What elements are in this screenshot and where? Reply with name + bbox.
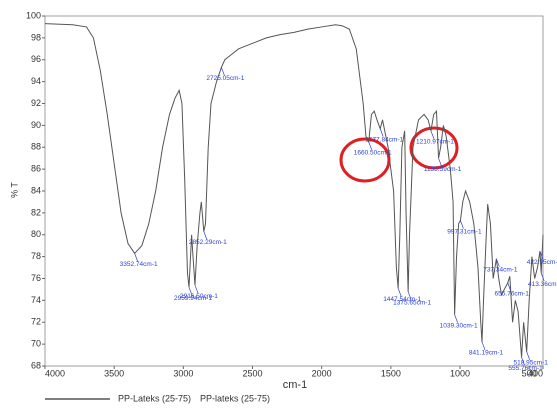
annotation: 3352.74cm-1	[120, 261, 158, 268]
annotation-pointer	[221, 67, 225, 76]
y-tick-label: 84	[31, 185, 41, 195]
annotation-pointer	[496, 258, 500, 267]
annotation: 2916.50cm-1	[180, 293, 218, 300]
y-tick-label: 82	[31, 207, 41, 217]
y-tick-label: 68	[31, 360, 41, 370]
annotation-pointer	[194, 284, 199, 294]
annotation: 1447.54cm-1	[383, 296, 421, 303]
annotation-pointer	[368, 141, 373, 150]
x-tick-label: 2500	[242, 368, 262, 378]
annotation: 1660.50cm-1	[354, 150, 392, 157]
annotation-pointer	[507, 282, 512, 291]
annotation-pointer	[526, 351, 531, 360]
annotation: 841.19cm-1	[469, 350, 504, 357]
annotation-pointer	[203, 231, 208, 240]
annotation-pointer	[521, 357, 525, 366]
x-tick-label: 4000	[45, 368, 65, 378]
y-tick-label: 80	[31, 229, 41, 239]
annotation: 1210.97cm-1	[416, 139, 454, 146]
x-tick-label: 1500	[381, 368, 401, 378]
annotation: 2959.94cm-1	[174, 295, 212, 302]
x-tick-label: 500	[522, 368, 537, 378]
x-axis-label: cm-1	[283, 379, 307, 391]
highlight-circle	[409, 126, 459, 170]
annotation-pointer	[540, 272, 545, 282]
y-tick-label: 98	[31, 32, 41, 42]
y-tick-label: 76	[31, 273, 41, 283]
annotation-pointer	[407, 291, 412, 300]
annotation-pointer	[454, 314, 458, 323]
spectrum-line	[44, 23, 544, 358]
annotation: 518.95cm-1	[514, 360, 549, 367]
annotation-pointer	[188, 287, 193, 296]
annotation-pointer	[134, 253, 138, 262]
y-tick-label: 92	[31, 98, 41, 108]
legend-note: PP-lateks (25-75)	[200, 393, 270, 403]
annotation: 1155.59cm-1	[424, 166, 462, 173]
annotation-pointer	[481, 341, 486, 351]
highlight-circle	[339, 137, 391, 183]
annotation-pointer	[539, 251, 544, 260]
annotation: 2725.05cm-1	[206, 75, 244, 82]
annotation: 413.36cm-1	[528, 281, 557, 288]
y-tick-label: 86	[31, 164, 41, 174]
y-tick-label: 70	[31, 339, 41, 349]
y-tick-label: 90	[31, 120, 41, 130]
y-tick-label: 74	[31, 295, 41, 305]
legend-label: PP-Lateks (25-75)	[118, 393, 191, 403]
y-axis-label: % T	[9, 182, 19, 198]
y-tick-label: 88	[31, 142, 41, 152]
plot-frame	[44, 15, 544, 367]
annotation-pointer	[379, 128, 384, 137]
annotation-pointer	[460, 220, 464, 229]
annotation: 1577.84cm-1	[365, 136, 403, 143]
annotation: 1039.30cm-1	[440, 322, 478, 329]
y-tick-label: 94	[31, 76, 41, 86]
y-tick-label: 72	[31, 317, 41, 327]
annotation: 997.31cm-1	[447, 228, 482, 235]
x-tick-label: 3000	[173, 368, 193, 378]
y-tick-label: 100	[26, 10, 41, 20]
annotation-pointer	[397, 288, 402, 297]
y-tick-label: 96	[31, 54, 41, 64]
x-tick-label: 2000	[312, 368, 332, 378]
annotation: 422.95cm-1	[527, 259, 557, 266]
x-tick-label: 1000	[450, 368, 470, 378]
annotation: 2852.29cm-1	[189, 239, 227, 246]
annotation-pointer	[430, 130, 435, 139]
annotation-pointer	[438, 158, 442, 167]
x-tick-label: 3500	[104, 368, 124, 378]
y-tick-label: 78	[31, 251, 41, 261]
annotation: 737.34cm-1	[483, 267, 518, 274]
x-tick-label: 400	[528, 368, 543, 378]
annotation: 1375.65cm-1	[393, 299, 431, 306]
annotation: 655.76cm-1	[495, 291, 530, 298]
annotation: 555.76cm-1	[508, 365, 543, 372]
